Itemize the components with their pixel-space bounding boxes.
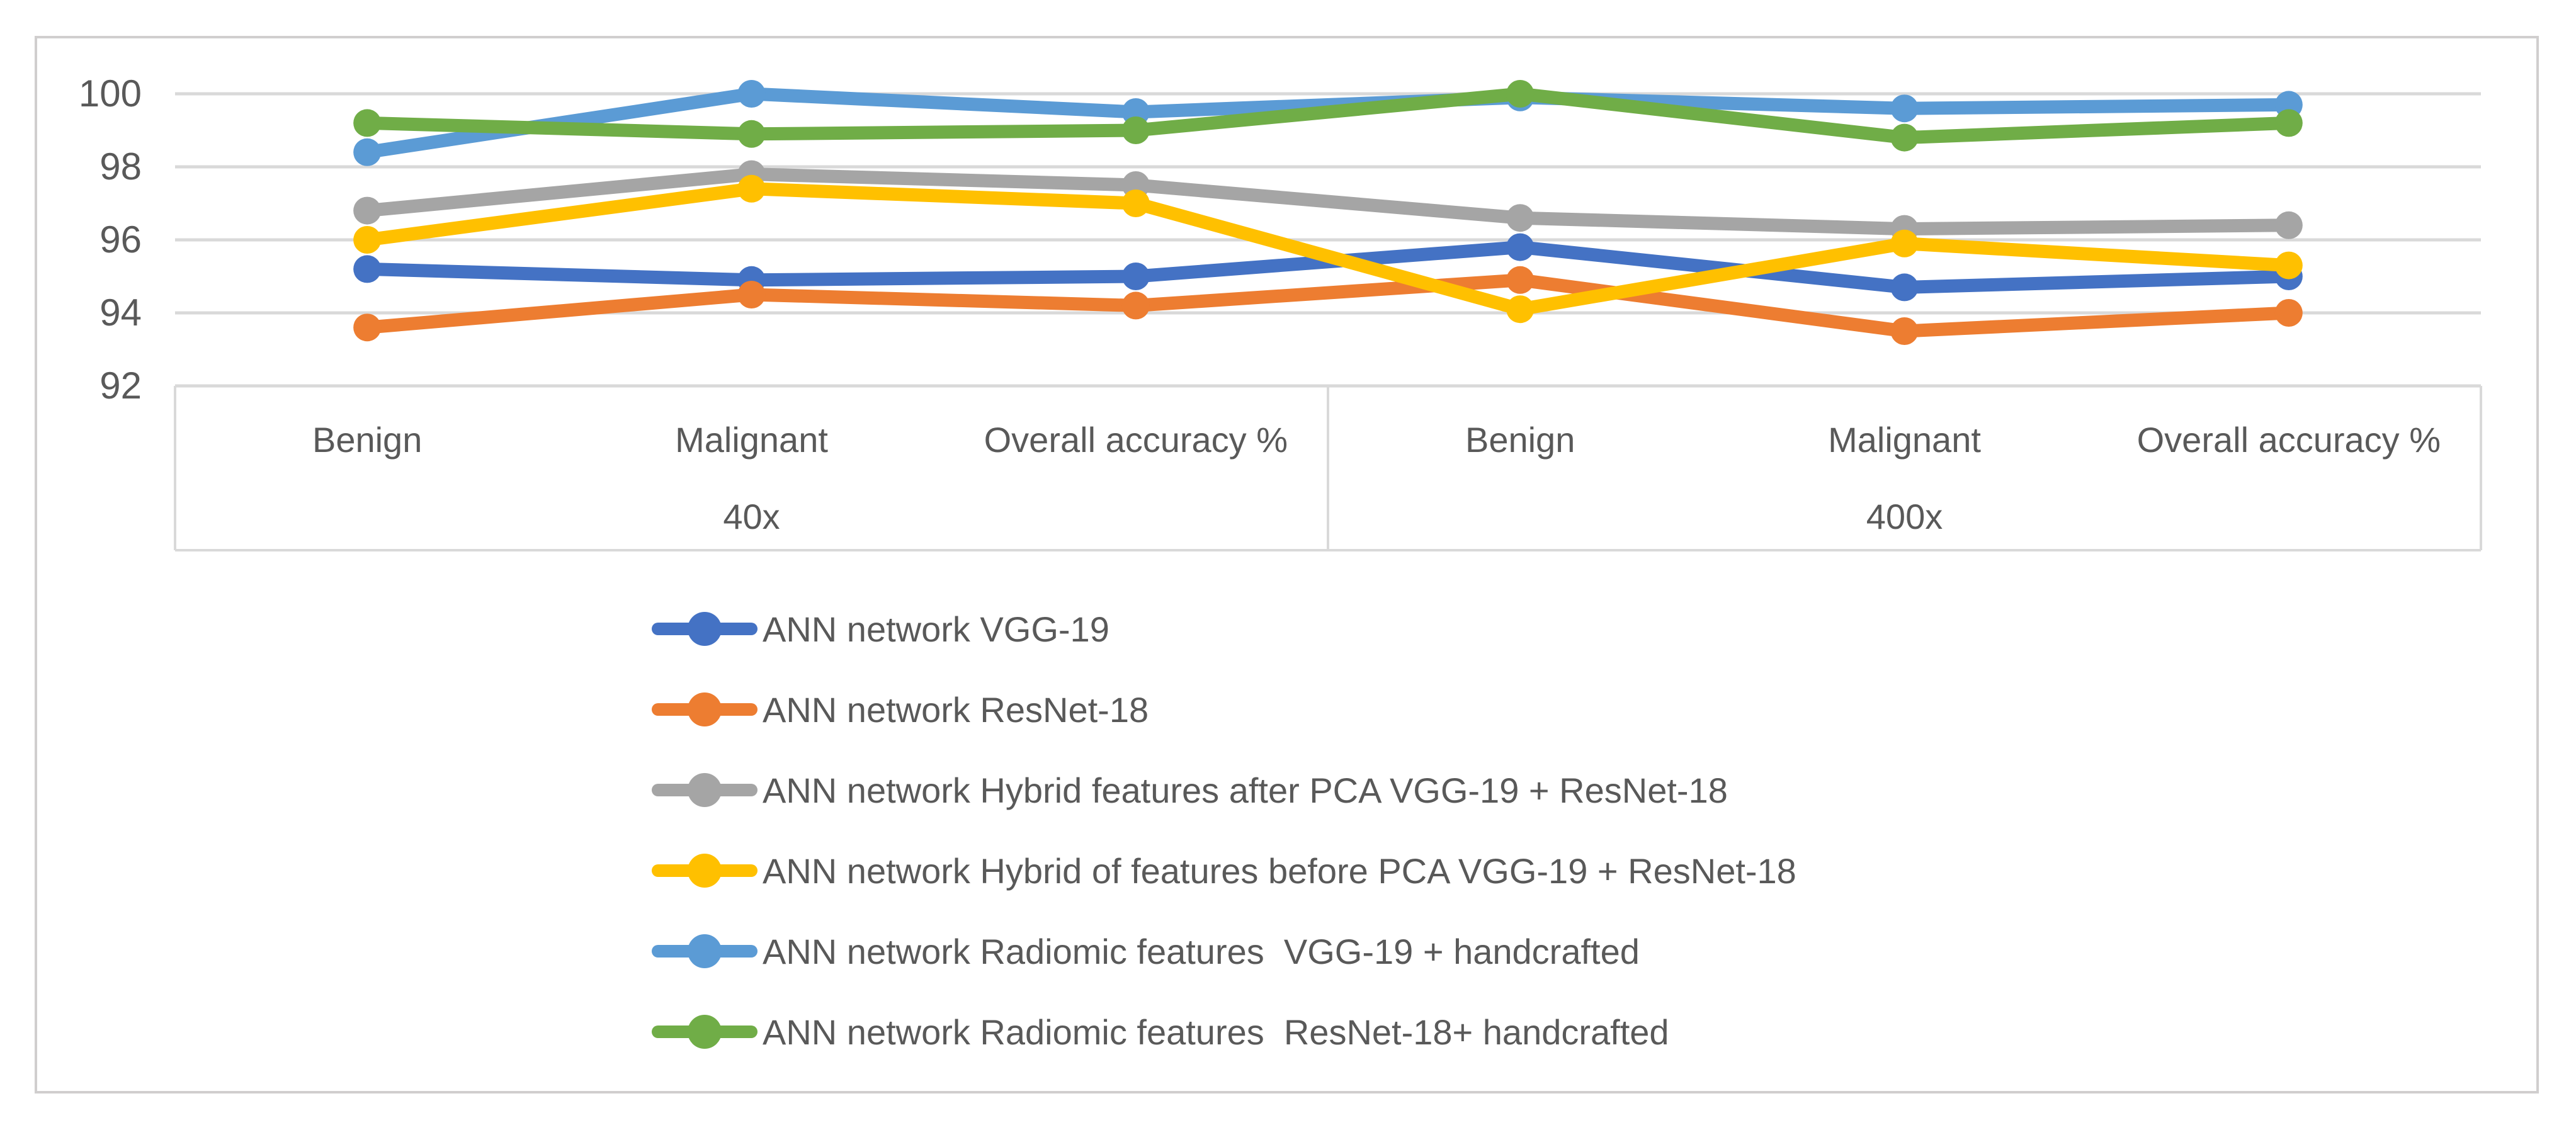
series-marker-2	[1506, 204, 1535, 232]
legend-item: ANN network Hybrid features after PCA VG…	[650, 750, 1796, 830]
series-marker-3	[1121, 189, 1150, 217]
series-line-2	[360, 167, 2296, 236]
legend-item: ANN network VGG-19	[650, 589, 1796, 669]
legend-label: ANN network Hybrid features after PCA VG…	[763, 770, 1728, 810]
legend: ANN network VGG-19 ANN network ResNet-18 A…	[650, 589, 1796, 1072]
y-tick-label: 92	[99, 364, 142, 407]
group-label: 400x	[1866, 497, 1943, 536]
series-marker-3	[1506, 295, 1535, 324]
series-marker-0	[1506, 233, 1535, 261]
series-line-4	[360, 87, 2296, 159]
legend-series-marker-icon	[652, 612, 757, 646]
legend-item: ANN network Radiomic features VGG-19 + h…	[650, 911, 1796, 992]
legend-series-marker-icon	[652, 692, 757, 726]
series-marker-0	[1890, 273, 1919, 302]
legend-label: ANN network VGG-19	[763, 609, 1109, 649]
y-tick-label: 100	[78, 72, 142, 115]
legend-series-marker-icon	[652, 773, 757, 807]
series-line-3	[360, 182, 2296, 316]
series-marker-4	[353, 138, 382, 166]
legend-label: ANN network ResNet-18	[763, 689, 1149, 730]
series-marker-1	[353, 314, 382, 342]
category-label: Benign	[1465, 420, 1575, 460]
legend-item: ANN network Hybrid of features before PC…	[650, 830, 1796, 911]
chart-border	[35, 36, 2539, 1093]
series-marker-2	[2274, 211, 2303, 239]
series-marker-5	[1121, 116, 1150, 144]
category-label: Overall accuracy %	[2136, 420, 2441, 460]
series-line-1	[360, 273, 2296, 338]
series-line-5	[360, 87, 2296, 145]
series-marker-5	[737, 120, 766, 148]
series-marker-0	[1121, 263, 1150, 290]
series-marker-1	[2274, 299, 2303, 327]
series-marker-5	[2274, 109, 2303, 137]
series-marker-4	[737, 80, 766, 108]
legend-label: ANN network Radiomic features ResNet-18+…	[763, 1012, 1669, 1052]
category-label: Overall accuracy %	[984, 420, 1288, 460]
legend-item: ANN network Radiomic features ResNet-18+…	[650, 992, 1796, 1072]
legend-item: ANN network ResNet-18	[650, 669, 1796, 750]
legend-label: ANN network Hybrid of features before PC…	[763, 850, 1796, 891]
legend-series-marker-icon	[652, 1015, 757, 1049]
legend-label: ANN network Radiomic features VGG-19 + h…	[763, 931, 1640, 971]
series-marker-3	[1890, 229, 1919, 257]
series-marker-3	[2274, 251, 2303, 280]
series-marker-1	[1506, 266, 1535, 294]
group-label: 40x	[723, 497, 780, 536]
y-tick-label: 96	[99, 218, 142, 261]
legend-series-marker-icon	[652, 854, 757, 888]
category-label: Benign	[312, 420, 423, 460]
series-marker-3	[353, 226, 382, 254]
legend-series-marker-icon	[652, 934, 757, 968]
y-tick-label: 98	[99, 145, 142, 188]
series-marker-0	[353, 255, 382, 283]
series-marker-4	[1890, 94, 1919, 123]
series-marker-2	[353, 196, 382, 225]
series-marker-1	[737, 281, 766, 308]
series-marker-5	[1506, 80, 1535, 108]
category-label: Malignant	[675, 420, 828, 460]
series-marker-5	[1890, 123, 1919, 152]
series-marker-1	[1121, 291, 1150, 320]
series-marker-5	[353, 109, 382, 137]
category-label: Malignant	[1828, 420, 1981, 460]
series-marker-1	[1890, 317, 1919, 345]
y-tick-label: 94	[99, 291, 142, 334]
series-marker-3	[737, 174, 766, 203]
